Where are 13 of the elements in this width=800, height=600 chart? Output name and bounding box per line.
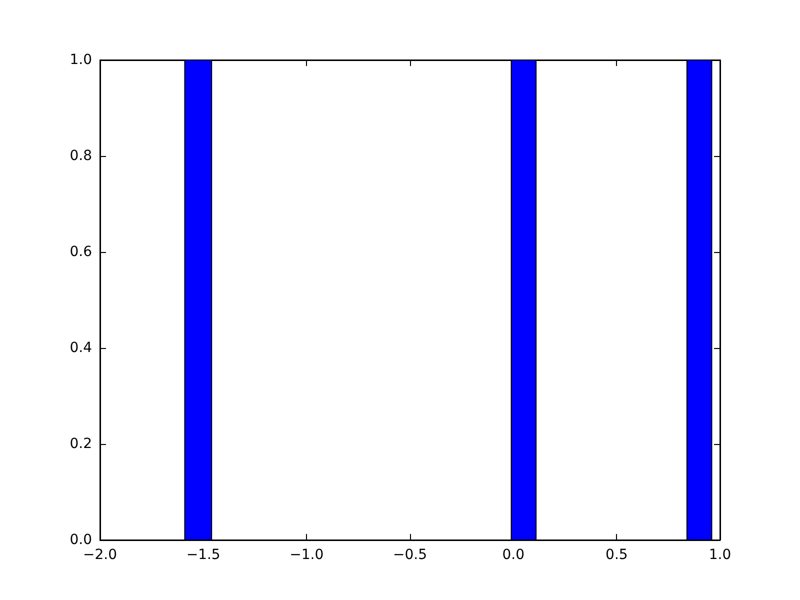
x-tick-label: −0.5 <box>393 547 427 563</box>
x-tick-label: 0.5 <box>606 547 628 563</box>
x-tick-label: 0.0 <box>502 547 524 563</box>
y-tick-label: 0.4 <box>70 340 92 356</box>
x-tick-label: −1.0 <box>290 547 324 563</box>
x-tick-label: −2.0 <box>83 547 117 563</box>
y-tick-label: 0.0 <box>70 532 92 548</box>
y-tick-label: 0.2 <box>70 436 92 452</box>
y-tick-label: 0.8 <box>70 148 92 164</box>
y-tick-label: 0.6 <box>70 244 92 260</box>
y-tick-label: 1.0 <box>70 52 92 68</box>
x-tick-label: −1.5 <box>186 547 220 563</box>
x-tick-label: 1.0 <box>708 547 732 563</box>
